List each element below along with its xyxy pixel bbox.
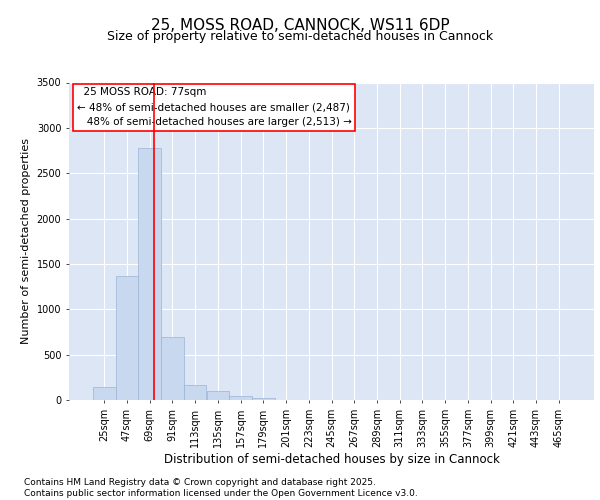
Bar (229, 396, 252, 400)
X-axis label: Distribution of semi-detached houses by size in Cannock: Distribution of semi-detached houses by … (164, 452, 499, 466)
Bar (93, 387, 116, 400)
Bar (139, 148, 161, 400)
Bar (206, 391, 229, 400)
Text: Size of property relative to semi-detached houses in Cannock: Size of property relative to semi-detach… (107, 30, 493, 43)
Bar (252, 398, 275, 400)
Text: 25 MOSS ROAD: 77sqm
← 48% of semi-detached houses are smaller (2,487)
   48% of : 25 MOSS ROAD: 77sqm ← 48% of semi-detach… (77, 88, 352, 127)
Text: Contains HM Land Registry data © Crown copyright and database right 2025.
Contai: Contains HM Land Registry data © Crown c… (24, 478, 418, 498)
Bar (116, 276, 139, 400)
Text: 25, MOSS ROAD, CANNOCK, WS11 6DP: 25, MOSS ROAD, CANNOCK, WS11 6DP (151, 18, 449, 32)
Y-axis label: Number of semi-detached properties: Number of semi-detached properties (21, 138, 31, 344)
Bar (184, 386, 206, 400)
Bar (161, 336, 184, 400)
